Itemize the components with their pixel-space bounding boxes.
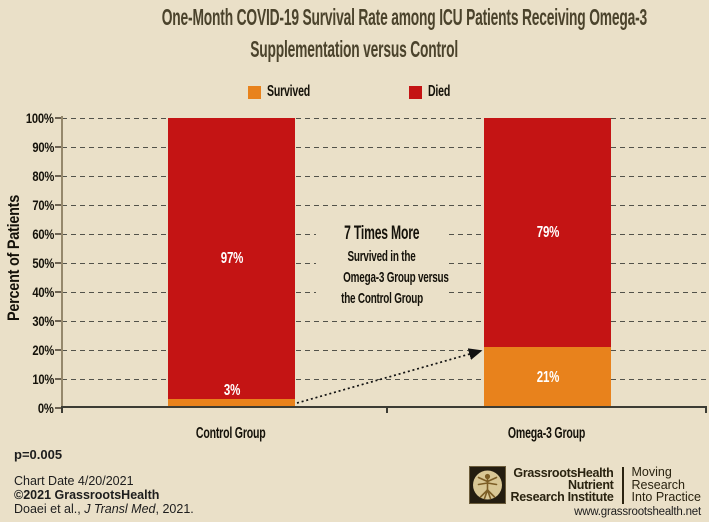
legend-label-died: Died (427, 83, 450, 100)
citation-journal: J Transl Med (84, 502, 156, 516)
vitruvian-man-logo-icon (468, 466, 506, 504)
gridline (62, 146, 707, 148)
annotation-line: Survived in the (347, 248, 417, 265)
x-axis-tick (61, 408, 63, 413)
y-tick-mark (55, 233, 62, 235)
legend-swatch-died-icon (408, 85, 422, 99)
y-tick-mark (55, 204, 62, 206)
annotation-headline: 7 Times More (344, 223, 420, 244)
footnotes-block: Chart Date 4/20/2021 ©2021 GrassrootsHea… (14, 474, 194, 516)
value-label-died-omega3: 79% (536, 223, 559, 241)
chart-title: One-Month COVID-19 Survival Rate among I… (0, 3, 709, 67)
legend-label-survived: Survived (266, 83, 310, 100)
y-tick-label: 0% (38, 400, 54, 416)
x-axis-label-omega3-group: Omega-3 Group (508, 425, 586, 442)
gridline (62, 320, 707, 322)
bar-segment-died-control: 97% (168, 118, 295, 400)
legend-swatch-survived-icon (247, 85, 261, 99)
gridline (62, 175, 707, 177)
y-axis-tick-labels: 100% 90% 80% 70% 60% 50% 40% 30% 20% 10% 0% (0, 110, 54, 416)
x-axis-tick (386, 408, 388, 413)
y-tick-label: 20% (32, 342, 54, 358)
gridline (62, 117, 707, 119)
chart-legend: Survived Died (0, 83, 709, 101)
x-axis-label-control-group: Control Group (196, 425, 266, 442)
y-tick-label: 80% (32, 168, 54, 184)
y-tick-mark (55, 291, 62, 293)
y-tick-mark (55, 407, 62, 409)
divider (621, 466, 624, 504)
y-tick-label: 50% (32, 255, 54, 271)
y-tick-label: 100% (26, 110, 54, 126)
y-tick-mark (55, 320, 62, 322)
y-tick-label: 90% (32, 139, 54, 155)
y-axis-line (61, 116, 63, 413)
y-tick-label: 40% (32, 284, 54, 300)
bar-segment-survived-control: 3% (168, 382, 295, 408)
citation: Doaei et al., J Transl Med, 2021. (14, 502, 194, 516)
x-axis-tick (705, 408, 707, 413)
y-tick-label: 60% (32, 226, 54, 242)
annotation-callout: 7 Times More Survived in the Omega-3 Gro… (316, 220, 449, 314)
branding-block: GrassrootsHealth Nutrient Research Insti… (468, 465, 701, 505)
chart-date: Chart Date 4/20/2021 (14, 474, 134, 488)
annotation-line: Omega-3 Group versus (343, 269, 449, 286)
gridline (62, 204, 707, 206)
gridline (62, 349, 707, 351)
bar-control-group: 97% 3% (168, 118, 295, 408)
bar-omega3-group: 79% 21% (484, 118, 611, 408)
org-name: GrassrootsHealth Nutrient Research Insti… (510, 465, 614, 505)
x-axis-line (61, 406, 707, 408)
value-label-survived-control: 3% (223, 382, 240, 400)
y-tick-label: 30% (32, 313, 54, 329)
bar-segment-died-omega3: 79% (484, 118, 611, 348)
value-label-died-control: 97% (220, 249, 243, 267)
value-label-survived-omega3: 21% (536, 368, 559, 386)
tagline: Moving Research Into Practice (631, 465, 701, 505)
y-axis-tick-marks (55, 117, 62, 409)
legend-item-died: Died (408, 83, 461, 101)
y-tick-label: 10% (32, 371, 54, 387)
y-tick-mark (55, 117, 62, 119)
chart-title-line1: One-Month COVID-19 Survival Rate among I… (161, 4, 648, 30)
legend-item-survived: Survived (247, 83, 332, 101)
chart-title-line2: Supplementation versus Control (250, 36, 459, 62)
website-url: www.grassrootshealth.net (574, 506, 701, 518)
copyright: ©2021 GrassrootsHealth (14, 488, 160, 502)
p-value: p=0.005 (14, 447, 63, 462)
y-tick-mark (55, 378, 62, 380)
y-tick-mark (55, 262, 62, 264)
y-tick-label: 70% (32, 197, 54, 213)
y-tick-mark (55, 175, 62, 177)
bar-segment-survived-omega3: 21% (484, 347, 611, 408)
annotation-line: the Control Group (341, 290, 423, 307)
y-tick-mark (55, 146, 62, 148)
y-tick-mark (55, 349, 62, 351)
